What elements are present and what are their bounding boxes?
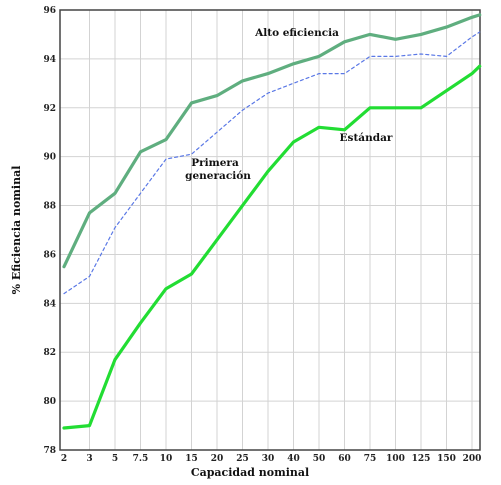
series-label-0: Alto eficiencia: [254, 27, 339, 39]
x-tick-labels: 2 3 5 7.5 10 15 20 25 30 40 50 60 75 100 125 150 200: [61, 454, 482, 464]
y-tick-label: 96: [43, 6, 56, 16]
y-axis-title: % Eficiencia nominal: [10, 166, 23, 295]
x-tick-label: 150: [437, 454, 456, 464]
series-line-1: [63, 31, 481, 295]
x-tick-label: 40: [287, 454, 300, 464]
x-tick-label: 25: [236, 454, 249, 464]
plot-frame: [59, 9, 481, 451]
x-tick-label: 60: [338, 454, 351, 464]
series-line-2: [62, 64, 482, 430]
x-tick-label: 200: [463, 454, 482, 464]
series-label-1: Primera: [191, 157, 239, 169]
x-tick-label: 2: [61, 454, 67, 464]
x-tick-label: 30: [262, 454, 275, 464]
series-label-2: Estándar: [340, 132, 393, 144]
grid: [60, 10, 480, 450]
x-axis-title: Capacidad nominal: [191, 466, 309, 479]
series-line-0: [62, 13, 482, 269]
y-tick-label: 82: [43, 348, 56, 358]
x-tick-label: 10: [160, 454, 173, 464]
y-tick-label: 92: [43, 104, 56, 114]
y-tick-label: 80: [43, 397, 56, 407]
y-tick-label: 78: [43, 446, 56, 456]
x-tick-label: 100: [386, 454, 405, 464]
x-tick-label: 50: [313, 454, 326, 464]
x-tick-label: 7.5: [133, 454, 149, 464]
x-tick-label: 125: [412, 454, 431, 464]
x-tick-label: 20: [211, 454, 224, 464]
x-tick-label: 5: [112, 454, 118, 464]
y-tick-labels: 78 80 82 84 86 88 90 92 94 96: [43, 6, 56, 456]
x-tick-label: 3: [86, 454, 92, 464]
y-tick-label: 86: [43, 250, 56, 260]
y-tick-label: 94: [43, 55, 56, 65]
x-tick-label: 75: [364, 454, 377, 464]
y-tick-label: 90: [43, 153, 56, 163]
y-tick-label: 84: [43, 299, 56, 309]
x-tick-label: 15: [185, 454, 198, 464]
series-label-1: generación: [185, 170, 251, 182]
y-tick-label: 88: [43, 202, 56, 212]
series: [62, 13, 482, 430]
